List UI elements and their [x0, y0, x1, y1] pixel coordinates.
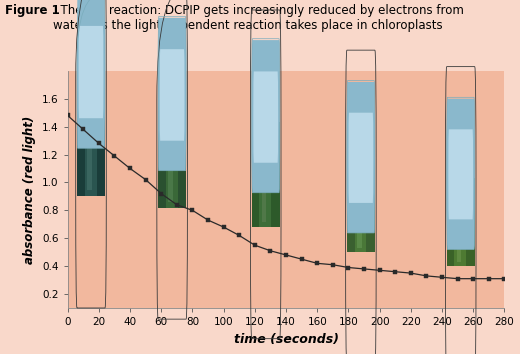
Bar — [178, 99, 186, 207]
Bar — [347, 162, 355, 252]
Bar — [454, 178, 466, 266]
Bar — [158, 99, 166, 207]
FancyBboxPatch shape — [348, 113, 373, 203]
FancyBboxPatch shape — [252, 40, 280, 193]
FancyBboxPatch shape — [160, 49, 185, 141]
Bar — [85, 77, 97, 196]
Text: . The Hill reaction: DCPIP gets increasingly reduced by electrons from
water, as: . The Hill reaction: DCPIP gets increasi… — [53, 4, 464, 32]
Bar — [355, 162, 367, 252]
Bar — [457, 183, 461, 262]
X-axis label: time (seconds): time (seconds) — [233, 332, 339, 346]
FancyBboxPatch shape — [447, 99, 475, 249]
Bar — [447, 178, 454, 266]
Bar — [168, 105, 173, 202]
FancyBboxPatch shape — [347, 82, 375, 233]
Bar — [252, 121, 259, 227]
Bar — [271, 121, 280, 227]
FancyBboxPatch shape — [79, 26, 103, 118]
FancyBboxPatch shape — [158, 18, 186, 171]
Bar — [166, 99, 178, 207]
FancyBboxPatch shape — [77, 0, 105, 148]
Bar — [367, 162, 375, 252]
Bar — [97, 77, 105, 196]
Bar — [259, 121, 271, 227]
Bar — [262, 127, 266, 222]
Y-axis label: absorbance (red light): absorbance (red light) — [23, 115, 36, 263]
FancyBboxPatch shape — [448, 129, 473, 219]
FancyBboxPatch shape — [253, 72, 278, 163]
Bar — [87, 83, 92, 190]
Bar — [77, 77, 85, 196]
Bar — [466, 178, 475, 266]
Text: Figure 1: Figure 1 — [5, 4, 60, 17]
Bar — [357, 166, 361, 248]
